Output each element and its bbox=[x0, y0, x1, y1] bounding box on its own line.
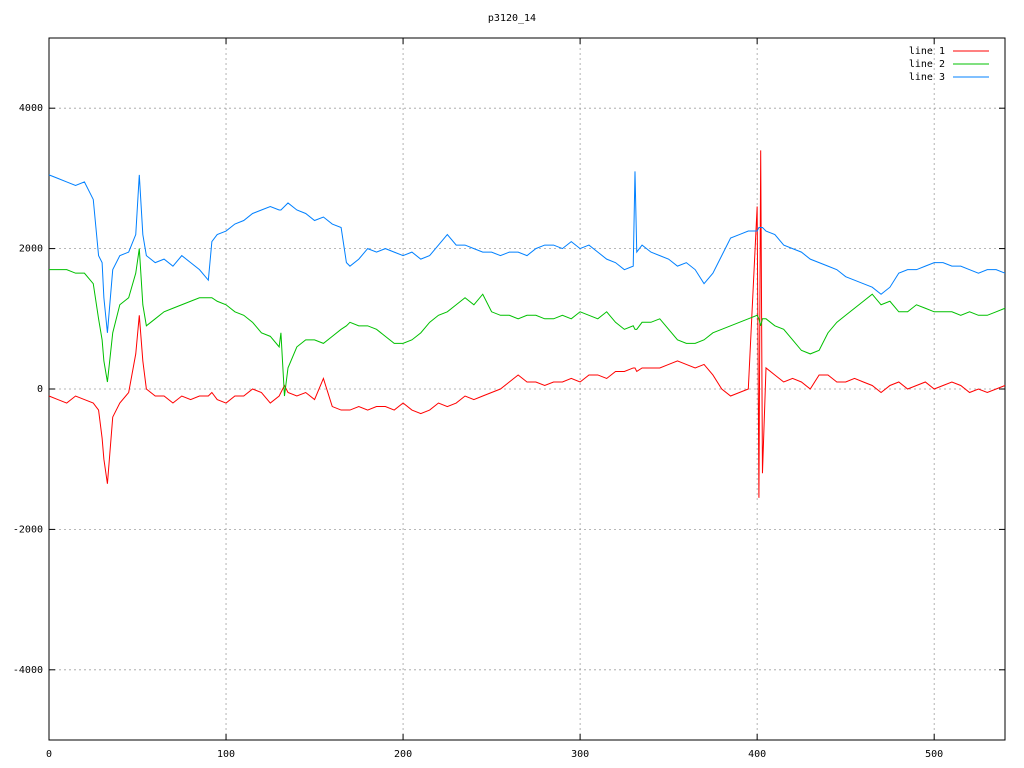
y-tick-label: 4000 bbox=[19, 103, 43, 114]
x-tick-label: 0 bbox=[46, 749, 52, 760]
y-tick-label: -4000 bbox=[13, 665, 43, 676]
x-tick-label: 400 bbox=[748, 749, 766, 760]
y-tick-label: 0 bbox=[37, 384, 43, 395]
series-line bbox=[49, 248, 1006, 397]
chart-title: p3120_14 bbox=[488, 13, 536, 24]
plot-border bbox=[48, 37, 1006, 741]
y-tick-label: -2000 bbox=[13, 524, 43, 535]
x-tick-label: 200 bbox=[394, 749, 412, 760]
x-tick-label: 100 bbox=[217, 749, 235, 760]
x-tick-label: 300 bbox=[571, 749, 589, 760]
x-tick-label: 500 bbox=[925, 749, 943, 760]
y-tick-label: 2000 bbox=[19, 244, 43, 255]
legend-label: line 1 bbox=[909, 46, 945, 57]
legend-label: line 2 bbox=[909, 59, 945, 70]
legend-label: line 3 bbox=[909, 72, 945, 83]
series-line bbox=[48, 150, 1006, 498]
series-line bbox=[48, 171, 1006, 333]
